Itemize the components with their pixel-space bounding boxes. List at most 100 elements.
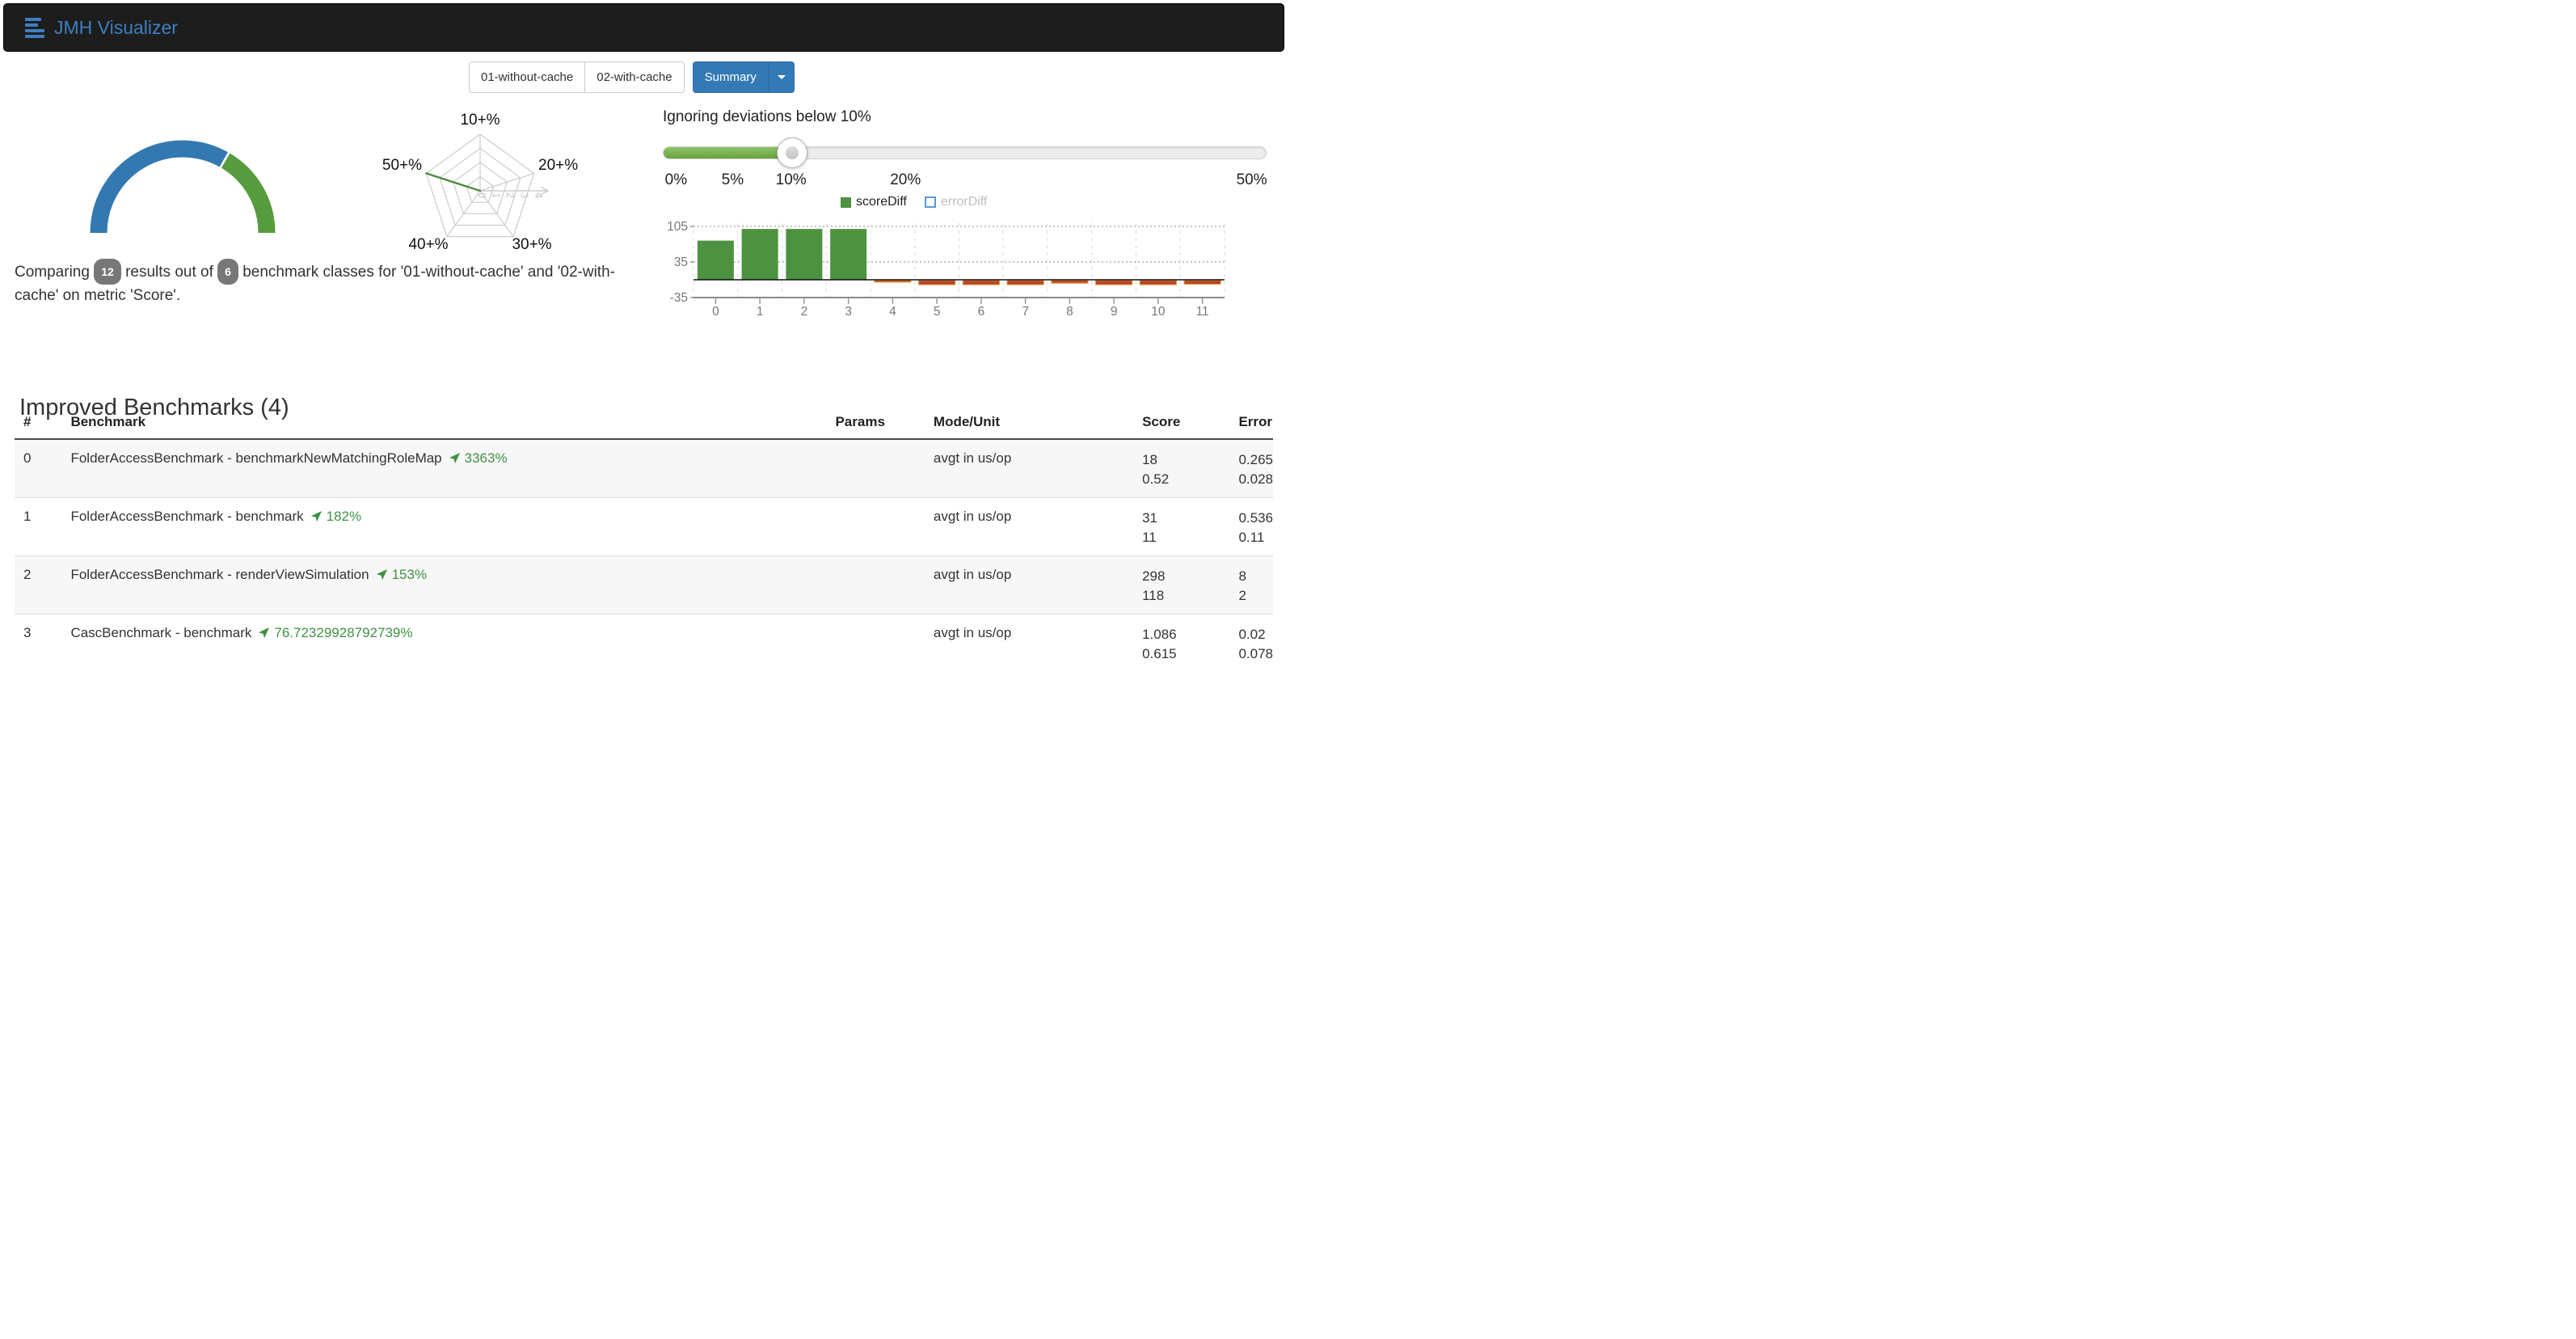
classes-count-badge: 6 <box>217 259 238 285</box>
radar-axis-label: 10+% <box>460 112 500 129</box>
bar-negative[interactable] <box>918 280 956 285</box>
legend-item-scoreDiff[interactable]: scoreDiff <box>841 195 907 209</box>
gauge-segment-other-results <box>90 140 228 234</box>
radar-tick-label: 4 <box>533 192 545 198</box>
col-header-mode-unit: Mode/Unit <box>884 406 1135 440</box>
benchmark-name: FolderAccessBenchmark - benchmarkNewMatc… <box>70 450 442 466</box>
improvement-arrow-icon <box>376 568 387 581</box>
bar-positive[interactable] <box>830 229 867 280</box>
gauge-segment-improved-results <box>221 153 276 234</box>
table-row: 0 FolderAccessBenchmark - benchmarkNewMat… <box>15 438 1273 498</box>
legend-swatch-icon <box>924 196 936 208</box>
col-header-score: Score <box>1134 406 1231 440</box>
mode-unit-cell: avgt in us/op <box>884 438 1135 498</box>
chart-xtick-label: 8 <box>1066 305 1073 319</box>
benchmark-cell: FolderAccessBenchmark - benchmarkNewMatc… <box>70 438 761 498</box>
radar-grid-ring <box>452 162 508 214</box>
error-value: 0.536 <box>1238 510 1273 526</box>
deviation-slider-track[interactable] <box>663 137 1267 168</box>
improvement-arrow-icon <box>449 452 460 464</box>
score-value: 31 <box>1142 510 1158 526</box>
score-value: 1.086 <box>1142 627 1177 642</box>
error-value: 0.028 <box>1238 471 1273 487</box>
score-value: 118 <box>1142 588 1165 603</box>
run-toolbar: 01-without-cache 02-with-cache Summary <box>469 61 795 93</box>
chart-xtick-label: 7 <box>1022 305 1029 319</box>
chart-legend: scoreDiff errorDiff <box>841 195 987 209</box>
bar-negative[interactable] <box>1095 280 1133 285</box>
bar-positive[interactable] <box>786 229 823 280</box>
slider-tick-20%: 20% <box>890 171 921 188</box>
score-value: 11 <box>1142 530 1157 545</box>
params-cell <box>760 497 885 556</box>
bar-negative[interactable] <box>1139 280 1177 285</box>
chevron-down-icon <box>777 75 786 79</box>
comparison-caption: Comparing 12 results out of 6 benchmark … <box>15 259 617 307</box>
brand-link[interactable]: JMH Visualizer <box>4 17 178 39</box>
slider-tick-labels: 0% 5% 10% 20% 50% <box>663 171 1267 191</box>
bar-positive[interactable] <box>697 240 734 280</box>
score-cell: 298 118 <box>1134 555 1231 615</box>
bar-chart-logo-icon <box>25 17 46 38</box>
params-cell <box>760 438 885 498</box>
app-title: JMH Visualizer <box>54 16 178 38</box>
summary-dropdown-button[interactable] <box>768 61 795 93</box>
bar-positive[interactable] <box>741 229 778 280</box>
radar-grid-ring <box>425 133 535 238</box>
slider-handle[interactable] <box>776 137 807 168</box>
error-value: 0.265 <box>1238 452 1273 467</box>
radar-tick-label: 1 <box>491 192 503 198</box>
chart-ytick-label: -35 <box>670 291 688 305</box>
navbar: JMH Visualizer <box>3 3 1284 52</box>
results-gauge <box>90 140 276 234</box>
bar-negative[interactable] <box>874 280 912 283</box>
caption-text: results out of <box>125 264 213 281</box>
score-value: 0.52 <box>1142 471 1170 487</box>
run-tab-02-with-cache[interactable]: 02-with-cache <box>585 61 685 93</box>
radar-tick-label: 2 <box>504 192 516 198</box>
bar-negative[interactable] <box>1183 280 1221 285</box>
table-row: 3 CascBenchmark - benchmark 76.72329928792… <box>15 614 1273 672</box>
legend-label: scoreDiff <box>856 195 907 209</box>
score-cell: 1.086 0.615 <box>1134 614 1231 672</box>
improvement-arrow-icon <box>259 627 270 639</box>
improvement-percent: 153% <box>391 567 428 582</box>
col-header-error: Error <box>1230 406 1273 440</box>
caption-text: benchmark classes for '01-without-cache'… <box>15 264 615 304</box>
col-header-index: # <box>15 406 71 440</box>
radar-axis-arrow-icon <box>540 186 550 196</box>
row-index: 1 <box>15 497 71 556</box>
col-header-params: Params <box>760 406 885 440</box>
bar-negative[interactable] <box>1006 280 1044 285</box>
improved-benchmarks-table: # Benchmark Params Mode/Unit Score Error… <box>15 406 1273 672</box>
caption-text: Comparing <box>15 264 90 281</box>
mode-unit-cell: avgt in us/op <box>884 555 1135 615</box>
benchmark-name: FolderAccessBenchmark - renderViewSimula… <box>70 567 369 582</box>
run-tab-01-without-cache[interactable]: 01-without-cache <box>469 61 586 93</box>
score-value: 18 <box>1142 452 1158 467</box>
bar-negative[interactable] <box>1051 280 1089 284</box>
score-value: 298 <box>1142 568 1166 584</box>
radar-spoke <box>479 190 514 237</box>
slider-tick-50%: 50% <box>1236 171 1267 188</box>
radar-grid-ring <box>439 147 521 226</box>
legend-swatch-icon <box>841 196 851 208</box>
error-value: 8 <box>1238 568 1246 584</box>
score-cell: 18 0.52 <box>1134 438 1231 498</box>
radar-spoke <box>479 172 534 192</box>
improvement-percent: 3363% <box>464 450 508 466</box>
bar-negative[interactable] <box>962 280 1000 285</box>
results-count-badge: 12 <box>94 259 121 285</box>
row-index: 2 <box>15 555 71 615</box>
chart-xtick-label: 4 <box>889 305 896 319</box>
improvement-radar-chart: 0 1 2 3 4 10+% 20+% 30+% 40+% 50+% <box>382 112 578 253</box>
benchmark-name: FolderAccessBenchmark - benchmark <box>70 509 304 524</box>
legend-item-errorDiff[interactable]: errorDiff <box>924 195 987 209</box>
chart-ytick-label: 35 <box>674 256 688 269</box>
radar-tick-label: 3 <box>519 192 531 198</box>
slider-title: Ignoring deviations below 10% <box>663 108 871 125</box>
error-value: 0.11 <box>1238 530 1265 545</box>
summary-button[interactable]: Summary <box>692 61 769 93</box>
error-value: 0.078 <box>1238 646 1273 661</box>
benchmark-name: CascBenchmark - benchmark <box>70 625 252 640</box>
